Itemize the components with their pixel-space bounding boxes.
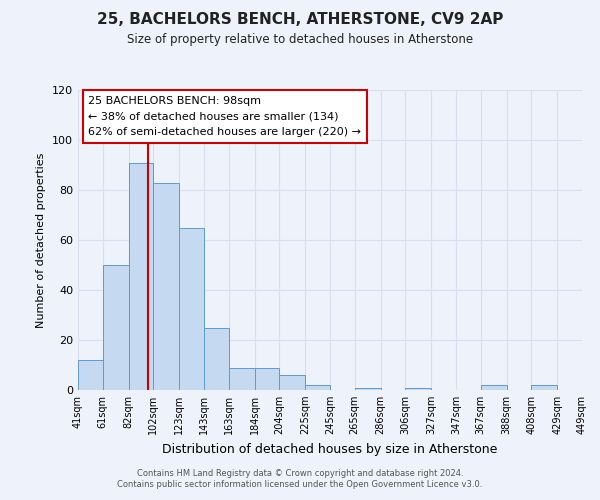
Bar <box>103 265 128 390</box>
Bar <box>406 388 431 390</box>
Bar <box>355 388 380 390</box>
Bar <box>532 385 557 390</box>
Bar <box>128 162 154 390</box>
Text: Contains HM Land Registry data © Crown copyright and database right 2024.: Contains HM Land Registry data © Crown c… <box>137 468 463 477</box>
Bar <box>78 360 103 390</box>
Bar <box>305 385 330 390</box>
Bar <box>254 368 280 390</box>
Y-axis label: Number of detached properties: Number of detached properties <box>37 152 46 328</box>
X-axis label: Distribution of detached houses by size in Atherstone: Distribution of detached houses by size … <box>163 442 497 456</box>
Text: 25, BACHELORS BENCH, ATHERSTONE, CV9 2AP: 25, BACHELORS BENCH, ATHERSTONE, CV9 2AP <box>97 12 503 28</box>
Bar <box>280 375 305 390</box>
Text: Contains public sector information licensed under the Open Government Licence v3: Contains public sector information licen… <box>118 480 482 489</box>
Bar <box>179 228 204 390</box>
Bar <box>229 368 254 390</box>
Text: 25 BACHELORS BENCH: 98sqm
← 38% of detached houses are smaller (134)
62% of semi: 25 BACHELORS BENCH: 98sqm ← 38% of detac… <box>88 96 361 137</box>
Bar <box>154 182 179 390</box>
Text: Size of property relative to detached houses in Atherstone: Size of property relative to detached ho… <box>127 32 473 46</box>
Bar <box>481 385 506 390</box>
Bar <box>204 328 229 390</box>
